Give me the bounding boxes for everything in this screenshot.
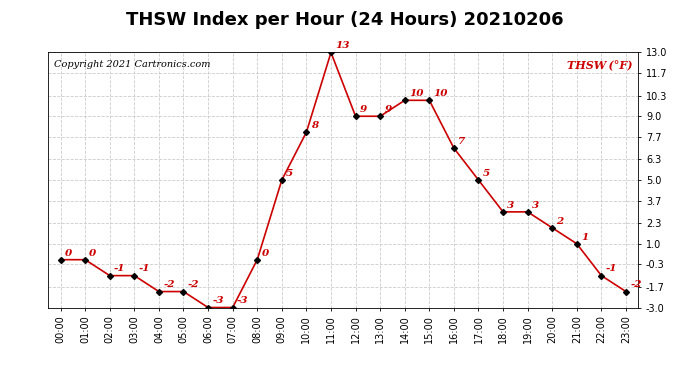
Text: 1: 1 [581, 232, 588, 242]
Text: 3: 3 [532, 201, 539, 210]
Text: 13: 13 [335, 41, 350, 50]
Text: 7: 7 [458, 137, 465, 146]
Text: -1: -1 [139, 264, 150, 273]
Text: 10: 10 [433, 89, 448, 98]
Text: 0: 0 [89, 249, 97, 258]
Text: 9: 9 [359, 105, 367, 114]
Text: 0: 0 [262, 249, 268, 258]
Text: -3: -3 [213, 296, 224, 305]
Text: -2: -2 [188, 280, 199, 290]
Text: -1: -1 [606, 264, 617, 273]
Text: -2: -2 [163, 280, 175, 290]
Text: 10: 10 [409, 89, 424, 98]
Text: 3: 3 [507, 201, 515, 210]
Text: -3: -3 [237, 296, 248, 305]
Text: THSW Index per Hour (24 Hours) 20210206: THSW Index per Hour (24 Hours) 20210206 [126, 11, 564, 29]
Text: -1: -1 [114, 264, 126, 273]
Text: 9: 9 [384, 105, 391, 114]
Text: THSW (°F): THSW (°F) [567, 60, 633, 71]
Text: 8: 8 [310, 121, 318, 130]
Text: 5: 5 [286, 169, 293, 178]
Text: Copyright 2021 Cartronics.com: Copyright 2021 Cartronics.com [55, 60, 210, 69]
Text: -2: -2 [630, 280, 642, 290]
Text: 5: 5 [482, 169, 490, 178]
Text: 0: 0 [65, 249, 72, 258]
Text: 2: 2 [556, 217, 564, 226]
